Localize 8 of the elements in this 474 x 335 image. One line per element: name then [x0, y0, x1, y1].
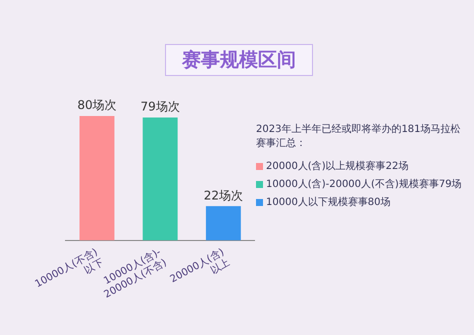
data-label: 79场次 [140, 100, 180, 114]
text: 20000人(含)以上规模赛事22场 [266, 160, 408, 173]
text: 10000人(含)-20000人(不含)规模赛事79场 [266, 178, 462, 191]
text: 2023年上半年已经或即将举办的181场马拉松赛事汇总： [256, 122, 462, 150]
data-label: 80场次 [77, 98, 117, 112]
data-label: 22场次 [204, 188, 244, 202]
chart-title: 赛事规模区间 [165, 44, 313, 76]
text: 10000人以下规模赛事80场 [266, 196, 391, 209]
